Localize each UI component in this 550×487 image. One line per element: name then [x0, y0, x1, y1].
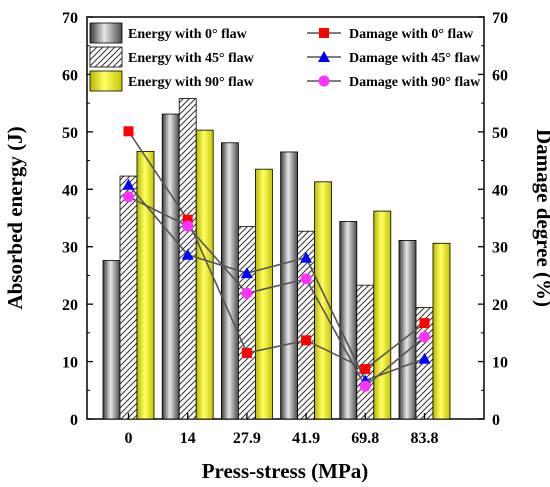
- y-tick-label-70: 70: [62, 10, 78, 27]
- damage-line-1: [127, 130, 425, 370]
- bar-series-3-cat-3: [254, 168, 273, 420]
- y2-tick-label-40: 40: [492, 182, 508, 199]
- y-tick-label-30: 30: [62, 240, 78, 257]
- bars: [102, 98, 451, 420]
- damage-point-3-cat-1: [123, 191, 134, 203]
- bar-series-3-cat-6: [432, 242, 451, 420]
- legend-swatch-bar-1: [89, 22, 123, 44]
- damage-point-3-cat-5: [359, 380, 371, 392]
- damage-point-2-cat-1: [122, 178, 135, 190]
- y-tick-label-0: 0: [70, 412, 78, 429]
- y-axis-title: Absorbed energy (J): [3, 126, 27, 309]
- y-tick-label-10: 10: [62, 355, 78, 372]
- legend-label-bar-2: Energy with 45° flaw: [128, 51, 255, 66]
- y2-tick-label-60: 60: [492, 67, 508, 84]
- bar-series-3-cat-4: [314, 181, 333, 420]
- legend-swatch-bar-3: [89, 70, 123, 92]
- bar-series-2-cat-1: [119, 175, 138, 420]
- legend-marker-3: [318, 75, 330, 87]
- x-tick-label-6: 83.8: [411, 430, 439, 447]
- x-tick-label-4: 41.9: [292, 430, 320, 447]
- legend: Energy with 0° flaw Energy with 45° flaw E…: [89, 22, 481, 92]
- damage-line-3: [128, 196, 426, 388]
- axes: 0 10 20 30 40 50 60 70 0 10 20 30 40 50 60 70 0 14 27.9 41.…: [62, 10, 508, 447]
- legend-marker-2: [318, 51, 330, 62]
- bar-series-1-cat-5: [339, 221, 358, 420]
- legend-swatch-bar-2: [89, 46, 123, 68]
- damage-point-3-cat-6: [419, 331, 430, 343]
- y2-tick-label-10: 10: [492, 355, 508, 372]
- damage-point-2-cat-3: [240, 267, 253, 279]
- damage-line-2: [127, 184, 425, 382]
- x-tick-label-2: 14: [180, 430, 196, 447]
- damage-point-1-cat-4: [301, 335, 312, 346]
- bar-series-1-cat-2: [161, 113, 180, 420]
- y-tick-label-40: 40: [62, 182, 78, 199]
- y-tick-label-20: 20: [62, 297, 78, 314]
- bar-series-1-cat-6: [398, 239, 417, 420]
- damage-point-1-cat-1: [123, 126, 134, 137]
- damage-point-1-cat-3: [241, 347, 252, 358]
- legend-label-line-3: Damage with 90° flaw: [349, 75, 481, 90]
- damage-point-2-cat-2: [181, 248, 194, 260]
- y2-tick-label-70: 70: [492, 10, 508, 27]
- damage-point-3-cat-3: [241, 287, 253, 299]
- bar-series-1-cat-4: [280, 151, 299, 420]
- legend-label-line-2: Damage with 45° flaw: [349, 51, 481, 66]
- bar-series-1-cat-1: [102, 260, 121, 420]
- legend-label-line-1: Damage with 0° flaw: [349, 27, 474, 42]
- bar-series-3-cat-5: [373, 210, 392, 420]
- damage-point-1-cat-2: [182, 214, 193, 225]
- y-tick-label-60: 60: [62, 67, 78, 84]
- y2-axis-title: Damage degree (%): [532, 129, 550, 307]
- legend-label-bar-1: Energy with 0° flaw: [128, 27, 248, 42]
- bar-series-2-cat-3: [237, 226, 256, 420]
- y-tick-label-50: 50: [62, 125, 78, 142]
- damage-point-3-cat-2: [182, 220, 194, 232]
- legend-marker-1: [319, 28, 329, 38]
- y2-tick-label-50: 50: [492, 125, 508, 142]
- damage-point-2-cat-6: [418, 352, 431, 364]
- x-axis-title: Press-stress (MPa): [202, 459, 369, 483]
- x-tick-label-3: 27.9: [233, 430, 261, 447]
- legend-label-bar-3: Energy with 90° flaw: [128, 75, 255, 90]
- x-tick-label-1: 0: [125, 430, 133, 447]
- bar-series-2-cat-5: [356, 284, 375, 420]
- y2-tick-label-20: 20: [492, 297, 508, 314]
- x-tick-label-5: 69.8: [351, 430, 379, 447]
- y2-tick-label-0: 0: [492, 412, 500, 429]
- y2-tick-label-30: 30: [492, 240, 508, 257]
- damage-point-1-cat-5: [360, 364, 371, 375]
- damage-lines: [122, 126, 431, 392]
- bar-series-3-cat-2: [195, 129, 214, 420]
- damage-point-1-cat-6: [419, 318, 430, 329]
- bar-series-3-cat-1: [136, 150, 155, 420]
- damage-point-3-cat-4: [300, 273, 312, 285]
- damage-point-2-cat-4: [300, 251, 313, 263]
